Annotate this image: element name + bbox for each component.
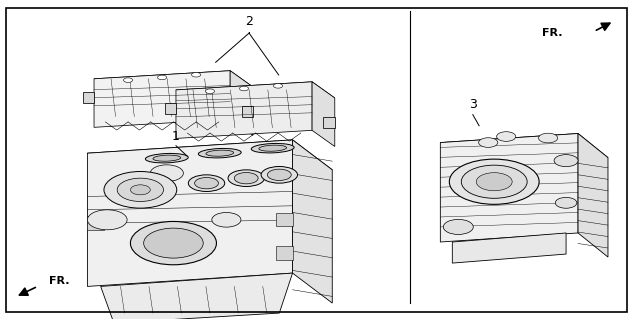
Polygon shape (323, 117, 335, 128)
Ellipse shape (146, 153, 188, 163)
Circle shape (476, 173, 512, 191)
Polygon shape (276, 213, 292, 227)
Circle shape (554, 155, 578, 167)
Circle shape (150, 165, 184, 181)
Ellipse shape (251, 143, 294, 153)
Circle shape (130, 185, 150, 195)
Text: 1: 1 (172, 130, 180, 142)
Polygon shape (441, 133, 578, 242)
Polygon shape (276, 246, 292, 260)
Circle shape (87, 210, 127, 230)
Ellipse shape (206, 150, 234, 156)
Ellipse shape (153, 155, 180, 161)
Polygon shape (453, 233, 566, 263)
Circle shape (130, 221, 216, 265)
Text: FR.: FR. (542, 28, 563, 38)
Polygon shape (87, 216, 104, 230)
Polygon shape (312, 82, 335, 147)
Ellipse shape (194, 178, 218, 189)
Ellipse shape (234, 172, 258, 184)
Polygon shape (441, 133, 608, 167)
Polygon shape (230, 71, 253, 135)
Text: 2: 2 (245, 15, 253, 28)
Polygon shape (165, 103, 176, 114)
Polygon shape (101, 273, 292, 320)
Polygon shape (242, 106, 253, 116)
Ellipse shape (259, 145, 287, 151)
Polygon shape (94, 71, 230, 127)
Circle shape (117, 178, 163, 202)
Ellipse shape (228, 170, 265, 187)
Circle shape (479, 138, 498, 148)
Polygon shape (176, 82, 312, 139)
Circle shape (239, 86, 249, 91)
Circle shape (539, 133, 558, 143)
Circle shape (461, 165, 527, 198)
Circle shape (158, 75, 166, 80)
Circle shape (497, 132, 516, 141)
Polygon shape (176, 82, 335, 106)
Text: FR.: FR. (49, 276, 69, 286)
Circle shape (192, 72, 201, 77)
Text: 3: 3 (469, 99, 477, 111)
Circle shape (104, 172, 177, 208)
Ellipse shape (261, 166, 298, 183)
Polygon shape (292, 140, 332, 303)
Circle shape (273, 84, 282, 88)
Ellipse shape (267, 169, 291, 180)
Polygon shape (87, 140, 292, 286)
Polygon shape (578, 133, 608, 257)
Circle shape (555, 197, 577, 208)
Circle shape (443, 220, 473, 235)
Ellipse shape (189, 175, 225, 191)
Polygon shape (94, 71, 253, 95)
Ellipse shape (198, 148, 241, 158)
Circle shape (123, 78, 132, 83)
Circle shape (206, 89, 215, 93)
Circle shape (212, 212, 241, 227)
Circle shape (449, 159, 539, 204)
Circle shape (144, 228, 203, 258)
Polygon shape (83, 92, 94, 103)
Polygon shape (87, 140, 332, 183)
